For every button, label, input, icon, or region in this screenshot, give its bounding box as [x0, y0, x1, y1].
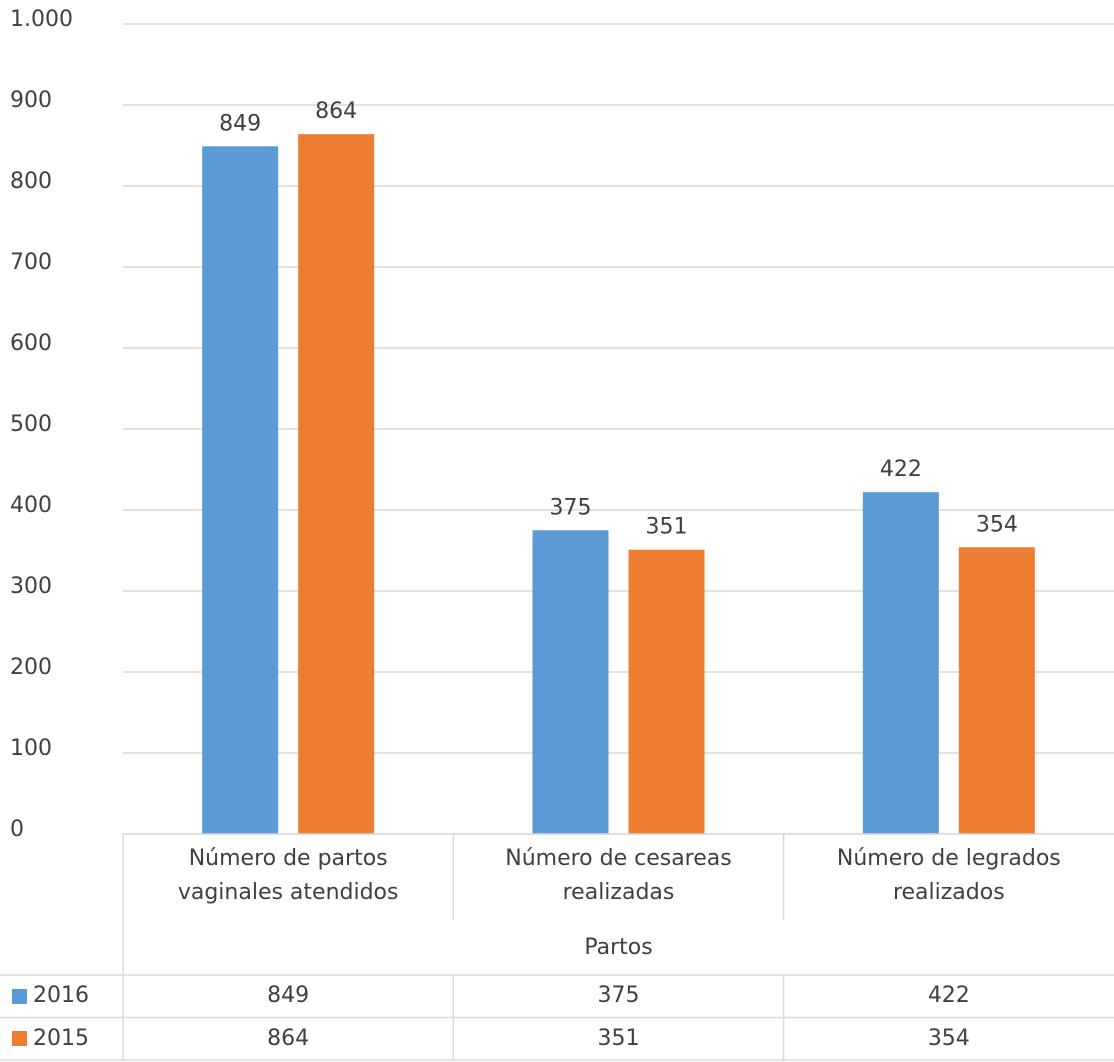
bar	[298, 134, 375, 834]
y-tick-label: 500	[10, 412, 52, 437]
data-label: 351	[646, 515, 688, 540]
y-tick-label: 1.000	[10, 7, 73, 32]
bar	[628, 549, 705, 834]
table-value: 864	[267, 1025, 310, 1051]
table-value: 354	[927, 1025, 970, 1051]
data-label: 849	[219, 111, 261, 136]
data-label: 375	[550, 495, 592, 520]
y-tick-label: 600	[10, 331, 52, 356]
bar	[958, 547, 1035, 834]
category-label: Número de cesareas realizadas	[505, 846, 732, 905]
bar	[862, 492, 939, 834]
legend-entry: 2016	[0, 975, 123, 1018]
table-value: 422	[927, 983, 970, 1009]
y-tick-label: 300	[10, 574, 52, 599]
data-label: 422	[880, 457, 922, 482]
y-tick-label: 100	[10, 736, 52, 761]
category-label: Número de legrados realizados	[836, 846, 1061, 905]
y-tick-label: 900	[10, 88, 52, 113]
legend-label: 2015	[33, 1025, 89, 1051]
category-label: Número de partos vaginales atendidos	[177, 846, 399, 905]
y-tick-label: 700	[10, 250, 52, 275]
y-tick-label: 0	[10, 817, 24, 842]
table-value: 849	[267, 983, 310, 1009]
x-axis-label: Partos	[584, 935, 653, 960]
legend-entry: 2015	[0, 1018, 123, 1061]
table-value: 375	[597, 983, 640, 1009]
data-label: 354	[976, 512, 1018, 537]
legend-key	[12, 1031, 27, 1047]
table-value: 351	[597, 1025, 640, 1051]
data-label: 864	[315, 99, 357, 124]
y-tick-label: 800	[10, 169, 52, 194]
y-tick-label: 200	[10, 655, 52, 680]
bar	[202, 146, 279, 834]
legend-key	[12, 988, 27, 1004]
y-tick-label: 400	[10, 493, 52, 518]
bar	[532, 530, 609, 834]
legend-label: 2016	[33, 983, 89, 1009]
